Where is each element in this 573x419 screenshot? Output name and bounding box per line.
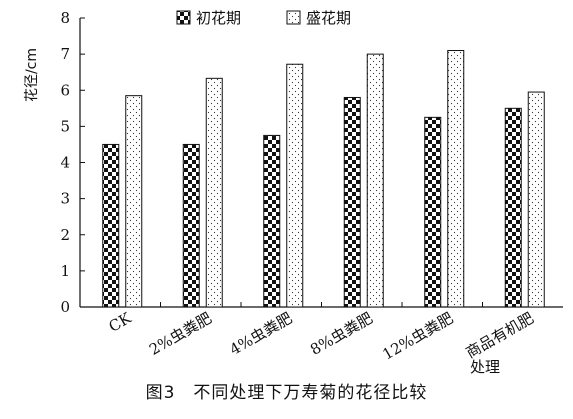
bar-full-bloom: [205, 77, 223, 308]
y-tick-label: 6: [60, 81, 70, 99]
category-label: CK: [106, 308, 135, 335]
category-label: 2%虫粪肥: [146, 309, 215, 359]
y-tick-label: 1: [60, 262, 70, 280]
y-tick-label: 2: [60, 226, 70, 244]
y-tick-label: 4: [60, 154, 70, 172]
y-tick-label: 3: [60, 190, 70, 208]
bar-full-bloom: [527, 91, 545, 308]
bar-initial-bloom: [102, 143, 120, 308]
legend-label-full: 盛花期: [306, 9, 351, 27]
y-tick-label: 7: [60, 45, 70, 63]
bar-full-bloom: [286, 63, 304, 308]
bar-full-bloom: [366, 53, 384, 308]
bar-initial-bloom: [182, 143, 200, 308]
bar-initial-bloom: [343, 96, 361, 308]
category-label: 4%虫粪肥: [227, 309, 296, 359]
legend-swatch-full: [286, 10, 301, 25]
x-ticks: [160, 302, 483, 307]
bar-initial-bloom: [504, 107, 522, 308]
y-axis-label: 花径/cm: [24, 48, 40, 102]
category-label: 12%虫粪肥: [379, 309, 456, 364]
legend-swatch-initial: [176, 10, 191, 25]
y-tick-label: 0: [60, 298, 70, 316]
category-label: 商品有机肥: [463, 309, 537, 362]
y-tick-label: 8: [60, 9, 70, 27]
y-ticks: 0 1 2 3 4 5 6 7 8: [60, 9, 85, 316]
x-axis-label: 处理: [470, 358, 500, 376]
legend-label-initial: 初花期: [196, 9, 241, 27]
bar-initial-bloom: [424, 116, 442, 308]
bar-full-bloom: [125, 95, 143, 308]
bar-full-bloom: [447, 50, 465, 308]
bars: [102, 50, 545, 308]
category-label: 8%虫粪肥: [307, 309, 376, 359]
figure-caption: 图3 不同处理下万寿菊的花径比较: [145, 383, 428, 403]
category-labels: CK 2%虫粪肥 4%虫粪肥 8%虫粪肥 12%虫粪肥 商品有机肥: [106, 308, 537, 363]
legend: 初花期 盛花期: [176, 9, 351, 27]
bar-initial-bloom: [263, 134, 281, 308]
y-tick-label: 5: [60, 117, 70, 135]
